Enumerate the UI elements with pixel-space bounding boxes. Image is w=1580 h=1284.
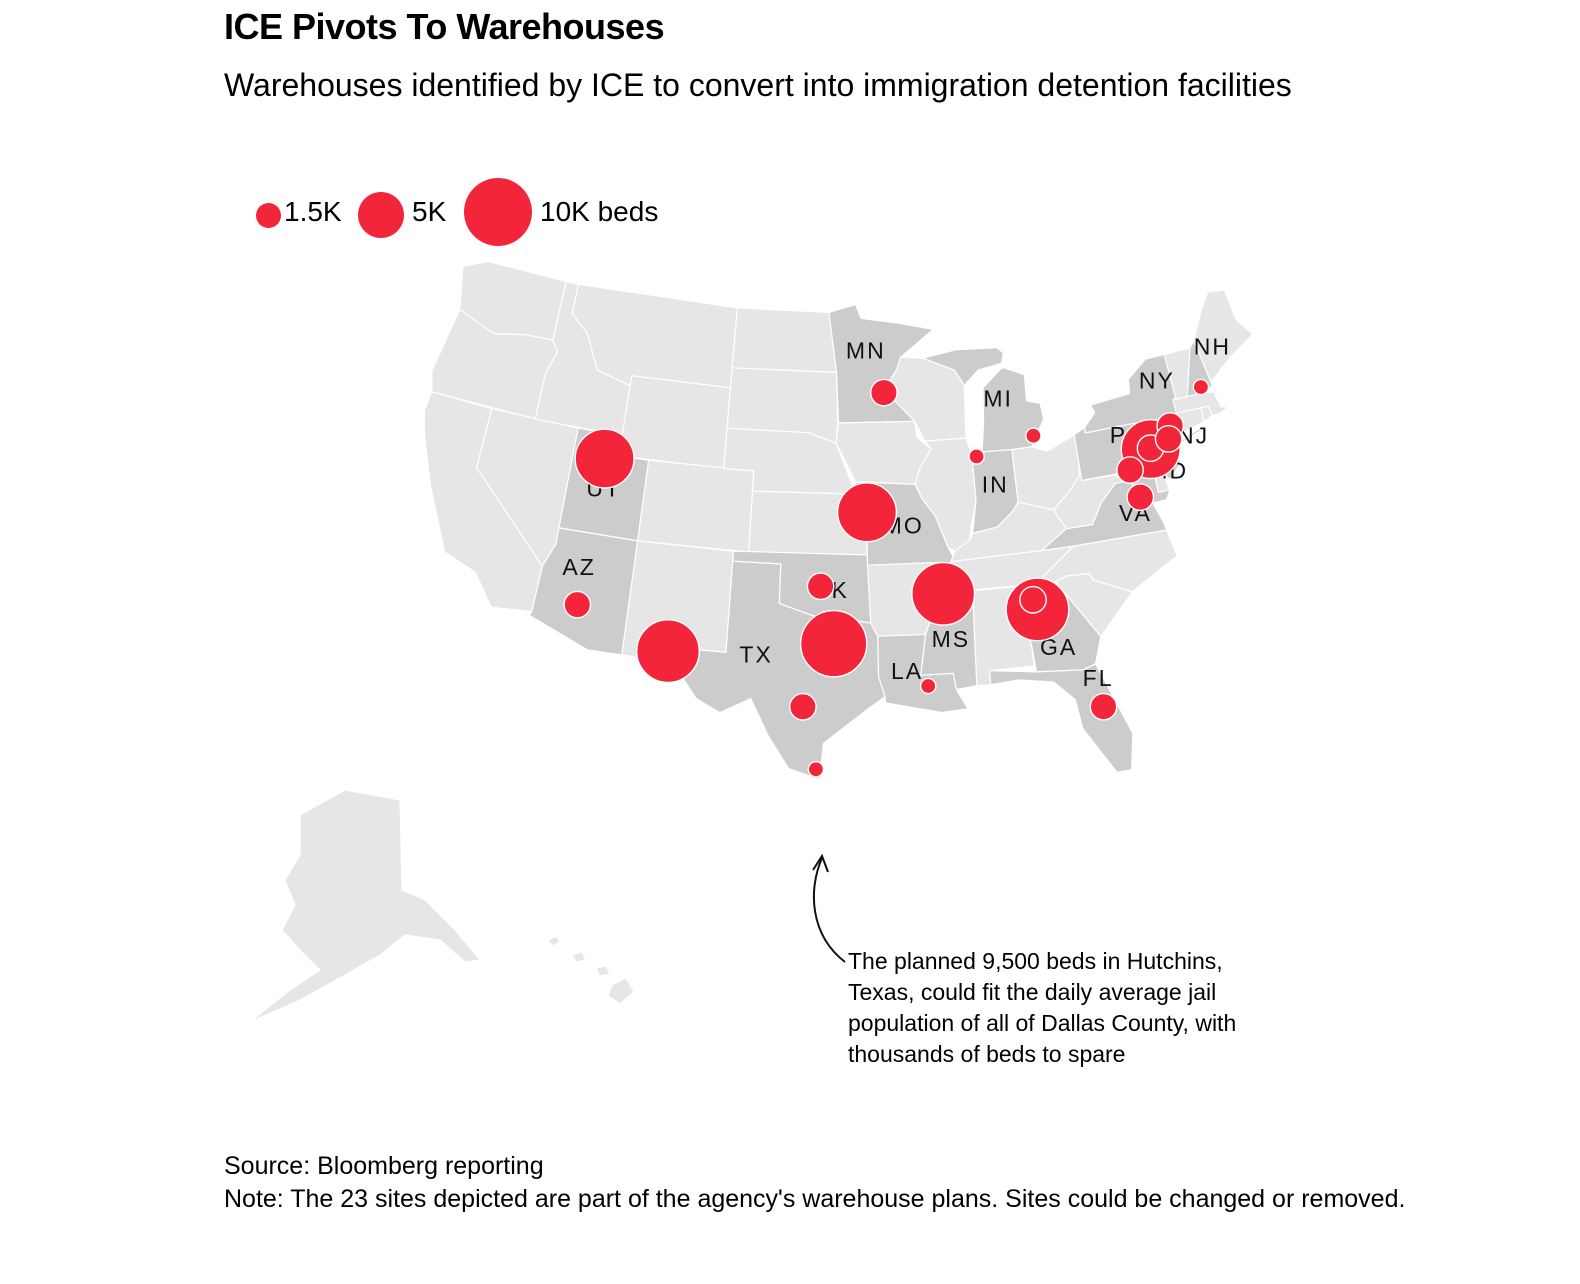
site-circle-mi-22 xyxy=(1025,427,1042,445)
state-ia xyxy=(835,420,932,485)
us-map: MNUTAZTXOKMOLAMSGAFLINMIPANYNJMDVANH xyxy=(249,260,1254,1023)
site-circle-ga-12 xyxy=(1019,585,1047,614)
site-circles xyxy=(563,378,1210,778)
site-circle-tx-2 xyxy=(636,619,701,684)
state-me xyxy=(1193,289,1254,383)
state-mi xyxy=(922,347,1004,386)
state-co xyxy=(637,459,755,553)
site-circle-pa-15 xyxy=(1116,456,1145,484)
state-hi-island-1 xyxy=(547,935,561,947)
state-nd xyxy=(731,307,838,374)
state-label-ny: NY xyxy=(1139,368,1175,394)
chart-subtitle: Warehouses identified by ICE to convert … xyxy=(224,67,1292,103)
site-circle-tx-9 xyxy=(789,692,817,721)
state-wy xyxy=(618,375,732,470)
site-circle-az-8 xyxy=(563,590,592,619)
footnote: Note: The 23 sites depicted are part of … xyxy=(224,1185,1406,1213)
site-circle-ms-3 xyxy=(911,561,976,626)
annotation-arrowhead xyxy=(812,853,829,873)
state-label-ms: MS xyxy=(932,626,971,652)
state-label-mi: MI xyxy=(983,385,1013,411)
state-label-in: IN xyxy=(982,472,1009,498)
site-circle-tx-19 xyxy=(807,761,825,778)
state-fl xyxy=(988,663,1134,773)
state-label-mn: MN xyxy=(846,337,886,363)
site-circle-in-21 xyxy=(968,448,985,465)
state-label-az: AZ xyxy=(562,554,595,580)
legend-dot-medium xyxy=(358,192,404,238)
legend-label-medium: 5K xyxy=(412,196,447,227)
hutchins-annotation: The planned 9,500 beds in Hutchins, Texa… xyxy=(848,948,1237,1067)
state-label-nh: NH xyxy=(1194,334,1231,360)
site-circle-ok-10 xyxy=(806,572,835,601)
size-legend: 1.5K 5K 10K beds xyxy=(250,178,770,248)
state-label-la: LA xyxy=(891,658,923,684)
legend-label-large: 10K beds xyxy=(540,196,659,227)
site-circle-fl-13 xyxy=(1089,692,1118,721)
state-ak xyxy=(249,789,481,1023)
state-label-tx: TX xyxy=(739,641,772,667)
annotation-arrow xyxy=(812,857,846,963)
site-circle-ut-5 xyxy=(574,428,635,489)
site-circle-mn-11 xyxy=(870,378,898,407)
legend-dot-small xyxy=(256,203,281,228)
chart-title: ICE Pivots To Warehouses xyxy=(224,6,665,47)
state-hi-island-4 xyxy=(607,977,635,1005)
state-hi-island-2 xyxy=(571,951,587,963)
site-circle-mo-6 xyxy=(836,482,898,543)
state-label-fl: FL xyxy=(1083,665,1114,691)
legend-dot-large xyxy=(464,178,532,246)
footer: Source: Bloomberg reporting Note: The 23… xyxy=(224,1150,1464,1216)
site-circle-la-20 xyxy=(919,677,937,695)
legend-label-small: 1.5K xyxy=(284,196,342,227)
state-hi-island-3 xyxy=(595,965,611,977)
state-ma xyxy=(1172,391,1230,416)
source-note: Source: Bloomberg reporting xyxy=(224,1152,544,1180)
site-circle-va-18 xyxy=(1126,483,1155,511)
site-circle-tx-1 xyxy=(799,609,868,678)
site-circle-nh-23 xyxy=(1192,378,1210,396)
site-circle-nj-17 xyxy=(1154,424,1183,453)
